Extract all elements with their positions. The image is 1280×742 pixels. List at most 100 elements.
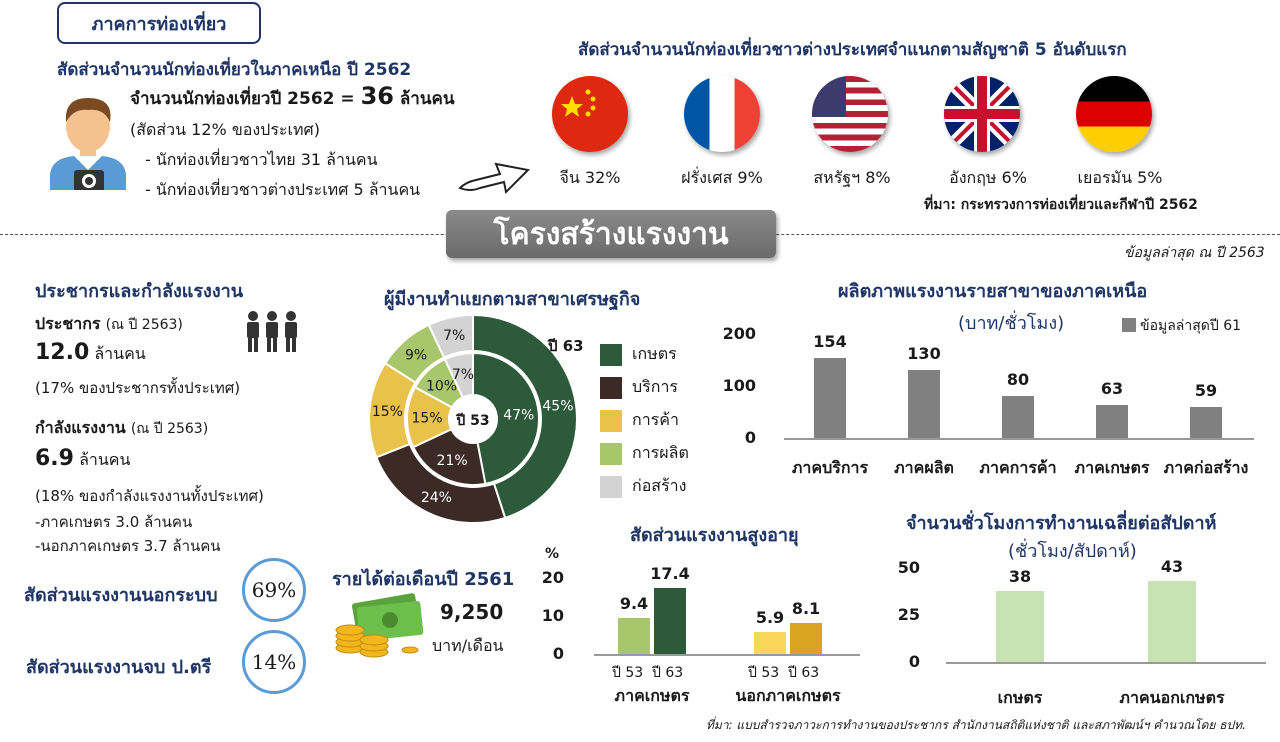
elderly-year-label: ปี 63	[652, 665, 684, 681]
nation-label: ฝรั่งเศส 9%	[681, 168, 763, 187]
informal-label: สัดส่วนแรงงานนอกระบบ	[24, 585, 218, 606]
france-flag-icon	[684, 76, 760, 152]
nation-label: อังกฤษ 6%	[949, 168, 1027, 187]
elderly-year-label: ปี 53	[612, 665, 644, 681]
outer-ring-slice-label: 45%	[542, 399, 573, 415]
laborforce-share: (18% ของกำลังแรงงานทั้งประเทศ)	[35, 487, 264, 505]
pie-legend-label: การค้า	[632, 410, 679, 429]
hours-bar-chart: 50 25 0 38 เกษตร 43 ภาคนอกเกษตร	[880, 556, 1270, 707]
productivity-bar-chart: 200 100 0 154 ภาคบริการ 130 ภาคผลิต 80 ภาคการค้า…	[720, 320, 1260, 480]
tourism-total: จำนวนนักท่องเที่ยวปี 2562 = 36 ล้านคน	[130, 82, 454, 112]
elderly-title: สัดส่วนแรงงานสูงอายุ	[630, 525, 799, 546]
population-value-line: 12.0 ล้านคน	[35, 340, 146, 367]
elderly-ylabel: %	[545, 546, 560, 562]
population-value: 12.0	[35, 340, 90, 365]
elderly-year-label: ปี 53	[748, 665, 780, 681]
outer-ring-slice-label: 7%	[443, 328, 465, 344]
pie-legend-swatch	[600, 409, 622, 432]
pie-legend-swatch	[600, 442, 622, 465]
hours-category: ภาคนอกเกษตร	[1119, 688, 1225, 707]
laborforce-year: (ณ ปี 2563)	[130, 421, 209, 437]
elderly-bar-value: 5.9	[755, 607, 785, 627]
hours-ytick: 50	[897, 558, 920, 577]
laborforce-unit: ล้านคน	[79, 450, 131, 469]
elderly-year-label: ปี 63	[788, 665, 820, 681]
pie-legend-item: เกษตร	[600, 338, 689, 371]
elderly-bar-value: 9.4	[619, 594, 649, 614]
pie-legend-label: การผลิต	[632, 443, 689, 462]
china-flag-icon	[552, 76, 628, 152]
inner-ring-slice-label: 7%	[452, 367, 474, 383]
uk-flag-icon	[944, 76, 1020, 152]
elderly-ytick: 20	[541, 568, 564, 587]
productivity-legend: ข้อมูลล่าสุดปี 61	[1140, 318, 1242, 334]
tourist-person-icon	[50, 98, 126, 190]
elderly-bar-chart: 20 10 0 9.4 ปี 53 17.4 ปี 63 ภาคเกษตร 5.9 ปี 53 8.…	[530, 560, 870, 710]
elderly-group-label: ภาคเกษตร	[614, 686, 690, 705]
laborforce-heading: กำลังแรงงาน (ณ ปี 2563)	[35, 416, 208, 441]
pie-title: ผู้มีงานทำแยกตามสาขาเศรษฐกิจ	[384, 289, 641, 310]
productivity-ytick: 100	[722, 376, 756, 395]
nation-label: จีน 32%	[559, 168, 621, 187]
pie-inner-year: ปี 53	[455, 413, 490, 429]
germany-flag-icon	[1076, 76, 1152, 152]
tourism-share: (สัดส่วน 12% ของประเทศ)	[130, 120, 320, 139]
labor-banner: โครงสร้างแรงงาน	[446, 210, 776, 258]
productivity-ytick: 0	[744, 428, 756, 447]
curved-arrow-icon	[458, 162, 531, 195]
footer-source: ที่มา: แบบสำรวจภาวะการทำงานของประชากร สำ…	[706, 718, 1246, 732]
inner-ring-slice-0	[472, 351, 540, 486]
pie-legend-item: บริการ	[600, 371, 689, 404]
inner-ring-slice-label: 47%	[503, 408, 534, 424]
laborforce-nonagri: -นอกภาคเกษตร 3.7 ล้านคน	[35, 537, 221, 555]
productivity-category: ภาคก่อสร้าง	[1163, 458, 1249, 477]
productivity-bar	[814, 357, 846, 438]
income-title: รายได้ต่อเดือนปี 2561	[332, 569, 515, 590]
pie-legend-item: การค้า	[600, 404, 689, 437]
outer-ring-slice-label: 24%	[421, 490, 452, 506]
hours-subtitle: (ชั่วโมง/สัปดาห์)	[1008, 541, 1137, 562]
pie-legend-item: การผลิต	[600, 437, 689, 470]
productivity-bar-value: 63	[1100, 379, 1124, 399]
productivity-title: ผลิตภาพแรงงานรายสาขาของภาคเหนือ	[838, 281, 1148, 302]
hours-axis	[946, 662, 1266, 664]
hours-bar-value: 43	[1160, 557, 1184, 577]
productivity-bar	[1002, 396, 1034, 438]
inner-ring-slice-label: 10%	[426, 378, 457, 394]
degree-label: สัดส่วนแรงงานจบ ป.ตรี	[26, 657, 212, 678]
degree-value: 14%	[242, 630, 306, 694]
pie-legend-swatch	[600, 376, 622, 399]
productivity-category: ภาคเกษตร	[1074, 458, 1150, 477]
productivity-bar	[1190, 407, 1222, 438]
money-icon	[335, 593, 424, 658]
tourism-title: สัดส่วนจำนวนนักท่องเที่ยวในภาคเหนือ ปี 2…	[57, 60, 412, 80]
inner-ring-slice-label: 21%	[437, 453, 468, 469]
population-title: ประชากรและกำลังแรงงาน	[35, 281, 244, 302]
hours-category: เกษตร	[997, 688, 1043, 707]
population-label: ประชากร	[35, 314, 101, 333]
hours-ytick: 25	[897, 605, 920, 624]
productivity-ytick: 200	[722, 324, 756, 343]
nation-label: เยอรมัน 5%	[1077, 168, 1163, 187]
pie-legend-swatch	[600, 343, 622, 366]
tourism-thai: - นักท่องเที่ยวชาวไทย 31 ล้านคน	[145, 150, 378, 169]
pie-outer-year: ปี 63	[548, 337, 584, 355]
latest-data-note: ข้อมูลล่าสุด ณ ปี 2563	[1124, 245, 1265, 261]
elderly-bar	[654, 587, 686, 654]
hours-bar-value: 38	[1008, 566, 1032, 586]
pie-legend-label: บริการ	[632, 377, 679, 396]
productivity-bar-value: 59	[1194, 381, 1218, 401]
population-year: (ณ ปี 2563)	[105, 317, 183, 333]
informal-value: 69%	[242, 558, 306, 622]
elderly-bar	[790, 623, 822, 654]
elderly-bar-value: 17.4	[650, 563, 690, 583]
tourism-total-unit: ล้านคน	[399, 89, 455, 109]
elderly-axis	[594, 654, 860, 656]
productivity-bar-value: 80	[1006, 370, 1030, 390]
productivity-bar	[908, 370, 940, 438]
nation-label: สหรัฐฯ 8%	[813, 168, 891, 187]
inner-ring-slice-1	[411, 427, 487, 486]
hours-bar	[1148, 581, 1196, 662]
pie-legend: เกษตร บริการ การค้า การผลิต ก่อสร้าง	[600, 338, 689, 503]
productivity-category: ภาคบริการ	[791, 458, 869, 477]
